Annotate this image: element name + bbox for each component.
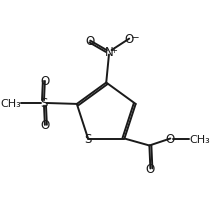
Text: +: + xyxy=(110,45,117,54)
Text: S: S xyxy=(84,132,92,145)
Text: CH₃: CH₃ xyxy=(189,134,210,144)
Text: N: N xyxy=(105,46,114,59)
Text: S: S xyxy=(40,97,48,110)
Text: CH₃: CH₃ xyxy=(0,98,21,108)
Text: O: O xyxy=(125,33,134,46)
Text: O: O xyxy=(40,119,50,132)
Text: O: O xyxy=(146,162,155,175)
Text: O: O xyxy=(166,132,175,145)
Text: O: O xyxy=(86,35,95,48)
Text: −: − xyxy=(130,32,139,42)
Text: O: O xyxy=(40,75,50,88)
